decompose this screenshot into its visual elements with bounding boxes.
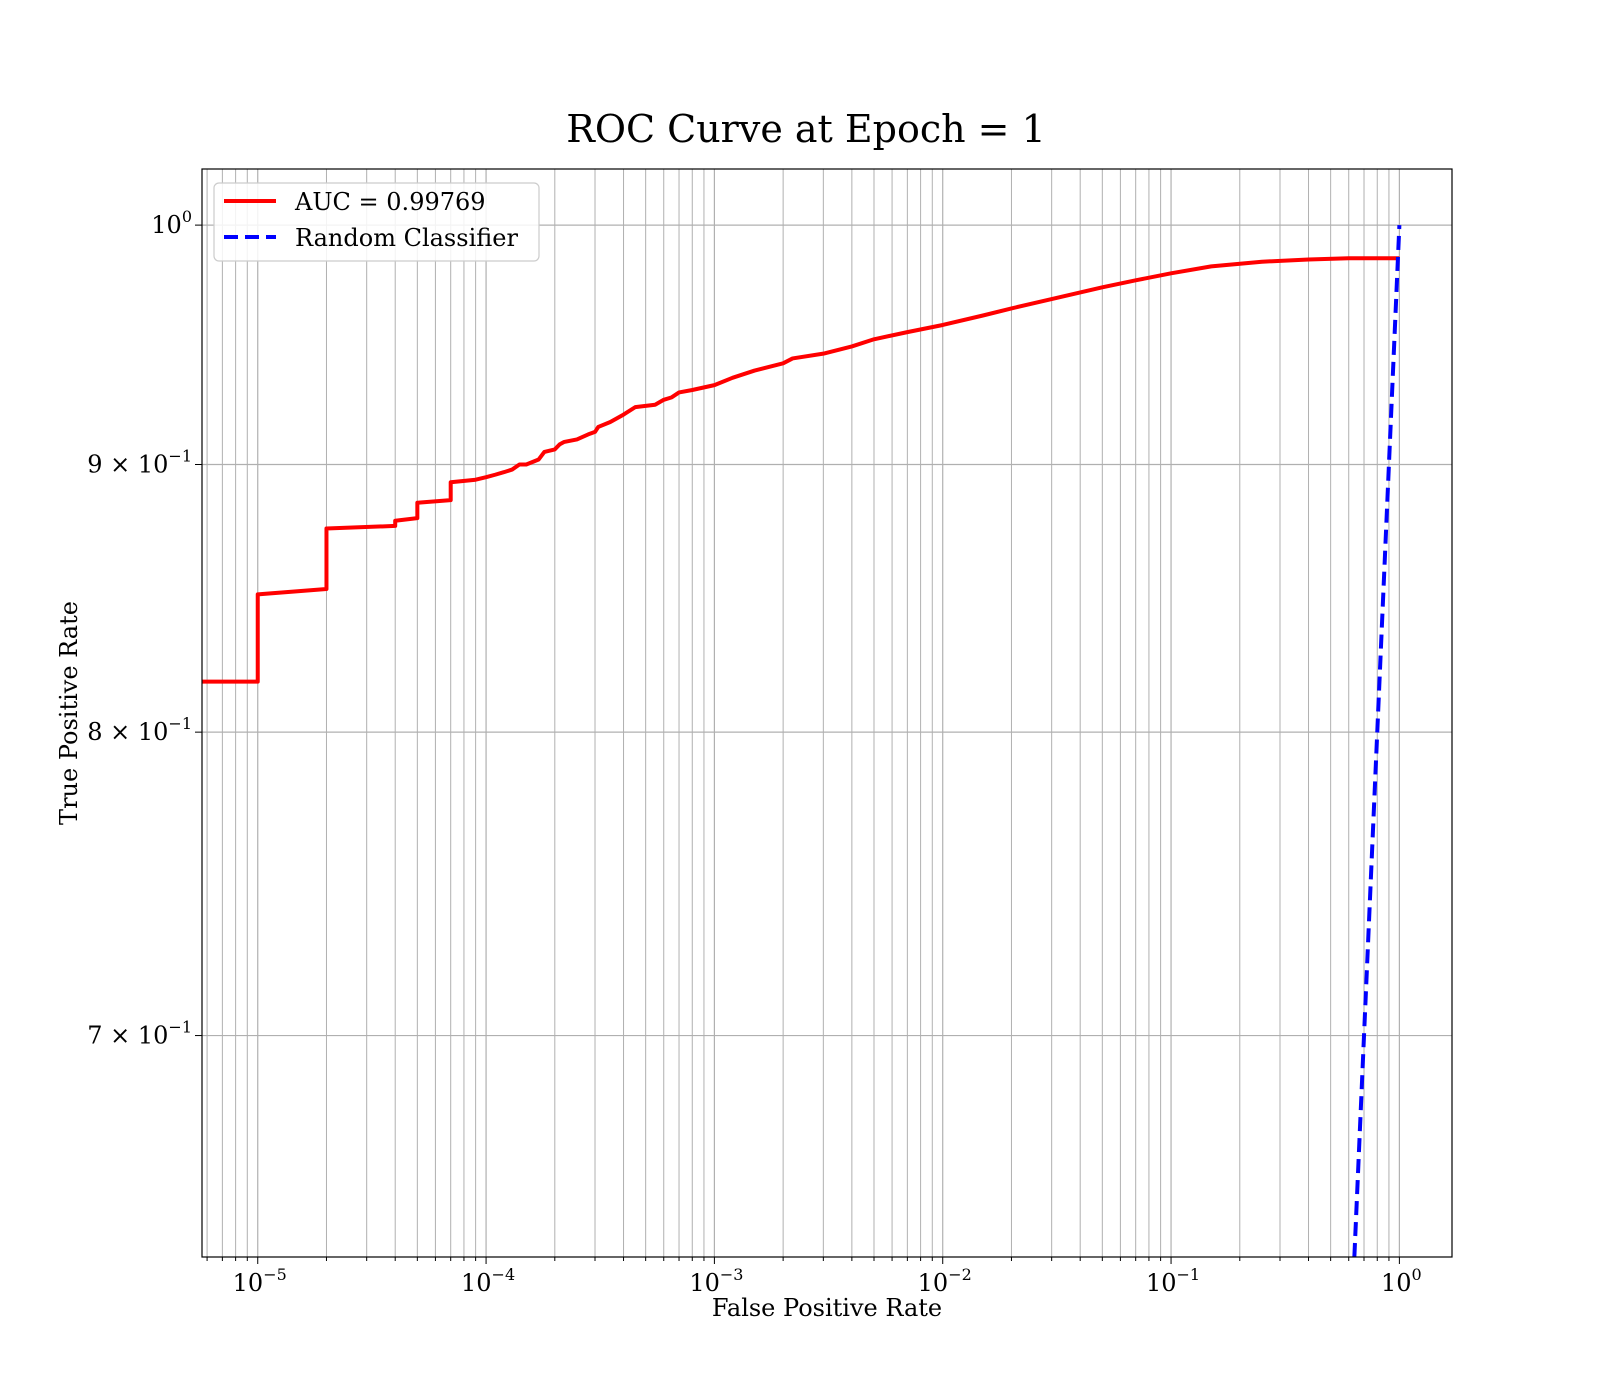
legend: AUC = 0.99769 Random Classifier: [213, 182, 540, 262]
legend-label-random: Random Classifier: [295, 224, 518, 252]
roc-curve-line: [202, 256, 1400, 684]
x-tick-label: 10−5: [233, 1265, 287, 1297]
y-tick-label: 7 × 10−1: [87, 1018, 192, 1050]
x-tick-label: 10−3: [689, 1265, 743, 1297]
x-tick-label: 10−1: [1146, 1265, 1200, 1297]
x-axis-ticks: 10−5 10−4 10−3 10−2 10−1 100: [206, 1257, 1422, 1297]
legend-box: [213, 182, 540, 262]
plot-frame: [201, 168, 1453, 1258]
x-axis-label: False Positive Rate: [712, 1294, 942, 1322]
legend-label-auc: AUC = 0.99769: [294, 188, 486, 216]
y-axis-ticks: 7 × 10−1 8 × 10−1 9 × 10−1 100: [87, 207, 202, 1050]
chart-title: ROC Curve at Epoch = 1: [566, 107, 1046, 151]
y-tick-label: 8 × 10−1: [87, 714, 192, 746]
y-tick-label: 9 × 10−1: [87, 447, 192, 479]
y-axis-label: True Positive Rate: [55, 601, 83, 825]
random-classifier-line: [1352, 225, 1402, 1257]
series-layer: [202, 225, 1402, 1257]
grid-lines: [202, 169, 1452, 1257]
y-tick-label: 100: [151, 207, 192, 239]
x-tick-label: 100: [1381, 1265, 1422, 1297]
x-tick-label: 10−4: [461, 1265, 515, 1297]
x-tick-label: 10−2: [918, 1265, 972, 1297]
